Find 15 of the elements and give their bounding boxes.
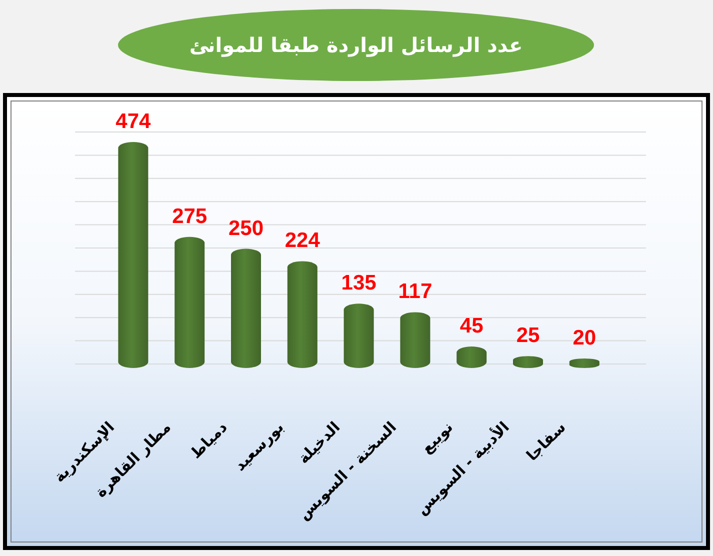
chart-title: عدد الرسائل الواردة طبقا للموانئ [189, 33, 523, 57]
data-label: 117 [398, 280, 432, 304]
data-label: 224 [284, 229, 320, 252]
data-label: 474 [116, 110, 152, 133]
x-tick-label: بورسعيد [230, 418, 288, 474]
x-tick-label: الدخيلة [294, 418, 344, 468]
x-tick-label: دمياط [186, 418, 232, 462]
x-tick-label: سفاجا [522, 418, 570, 465]
data-label: 135 [341, 272, 377, 295]
data-label: 25 [516, 324, 540, 348]
data-label: 250 [228, 216, 264, 240]
data-label: 275 [172, 204, 208, 228]
x-tick-label: نويبع [418, 418, 456, 458]
data-label: 20 [572, 326, 596, 350]
data-label: 45 [460, 314, 484, 338]
